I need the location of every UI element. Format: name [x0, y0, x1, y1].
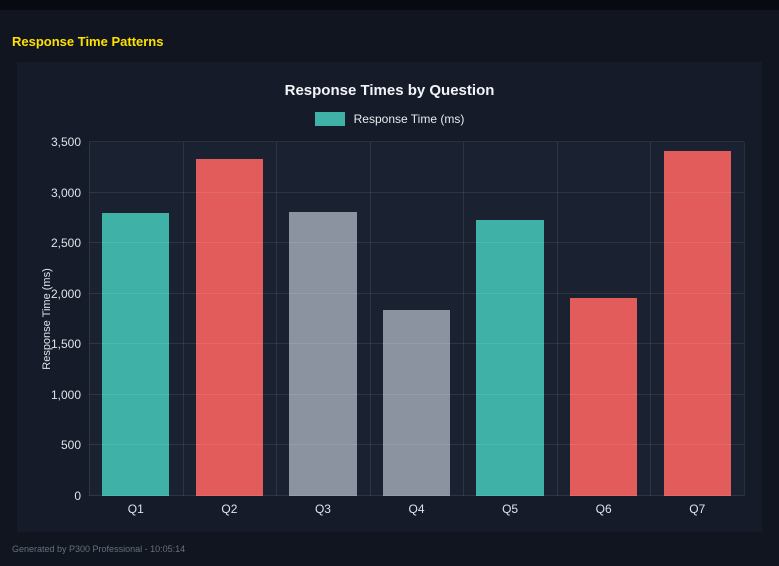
gridline-horizontal [89, 141, 744, 142]
gridline-horizontal [89, 343, 744, 345]
page-title: Response Time Patterns [12, 34, 164, 49]
gridline-vertical [369, 142, 371, 496]
gridline-horizontal [89, 444, 744, 446]
chart-panel: Response Times by Question Response Time… [17, 62, 762, 532]
bar-cell-q1 [89, 142, 183, 496]
x-tick-label-q3: Q3 [314, 502, 331, 516]
bar-q2[interactable] [195, 159, 264, 496]
legend-swatch-icon [314, 112, 345, 126]
y-tick-label: 3,500 [50, 135, 81, 149]
bar-cell-q7 [650, 142, 744, 496]
legend-label: Response Time (ms) [353, 112, 465, 126]
y-tick-label: 0 [74, 489, 81, 503]
top-strip [0, 0, 779, 10]
bar-q7[interactable] [663, 151, 731, 496]
gridline-horizontal [89, 242, 744, 244]
bar-q6[interactable] [569, 297, 638, 496]
bar-q3[interactable] [289, 211, 357, 496]
gridline-vertical [89, 142, 90, 496]
x-tick-label-q4: Q4 [408, 502, 425, 516]
bars-row [89, 142, 744, 496]
gridline-horizontal [89, 393, 744, 395]
bar-cell-q6 [557, 142, 651, 496]
x-tick-label-q2: Q2 [221, 502, 238, 516]
y-axis-ticks: 0 500 1,000 1,500 2,000 2,500 3,000 3,500 [17, 135, 81, 503]
footer-text: Generated by P300 Professional - 10:05:1… [12, 544, 186, 554]
gridline-vertical [463, 142, 465, 496]
bar-cell-q4 [370, 142, 464, 496]
x-tick-label-q7: Q7 [689, 502, 706, 516]
gridline-horizontal [89, 495, 744, 496]
gridline-vertical [744, 142, 745, 496]
bar-cell-q5 [463, 142, 557, 496]
chart-title: Response Times by Question [284, 82, 495, 99]
gridline-vertical [556, 142, 558, 496]
x-tick-label-q5: Q5 [502, 502, 519, 516]
bar-cell-q2 [183, 142, 277, 496]
bar-q5[interactable] [476, 219, 544, 496]
bar-cell-q3 [276, 142, 370, 496]
legend-item-response-time[interactable]: Response Time (ms) [314, 112, 465, 126]
gridline-horizontal [89, 292, 744, 294]
gridline-horizontal [89, 191, 744, 193]
bar-q4[interactable] [382, 309, 451, 496]
x-axis-labels: Q1 Q2 Q3 Q4 Q5 Q6 Q7 [89, 502, 744, 516]
x-tick-label-q1: Q1 [127, 502, 144, 516]
y-tick-label: 1,500 [50, 337, 81, 352]
x-tick-label-q6: Q6 [595, 502, 612, 516]
gridline-vertical [276, 142, 278, 496]
y-tick-label: 1,000 [50, 387, 81, 402]
bar-q1[interactable] [102, 212, 170, 496]
y-tick-label: 500 [60, 438, 81, 453]
chart-legend: Response Time (ms) [17, 112, 762, 126]
y-tick-label: 2,000 [50, 286, 81, 301]
gridline-vertical [650, 142, 652, 496]
plot-area [89, 141, 745, 496]
y-tick-label: 3,000 [50, 185, 81, 200]
y-tick-label: 2,500 [50, 236, 81, 251]
gridline-vertical [182, 142, 184, 496]
